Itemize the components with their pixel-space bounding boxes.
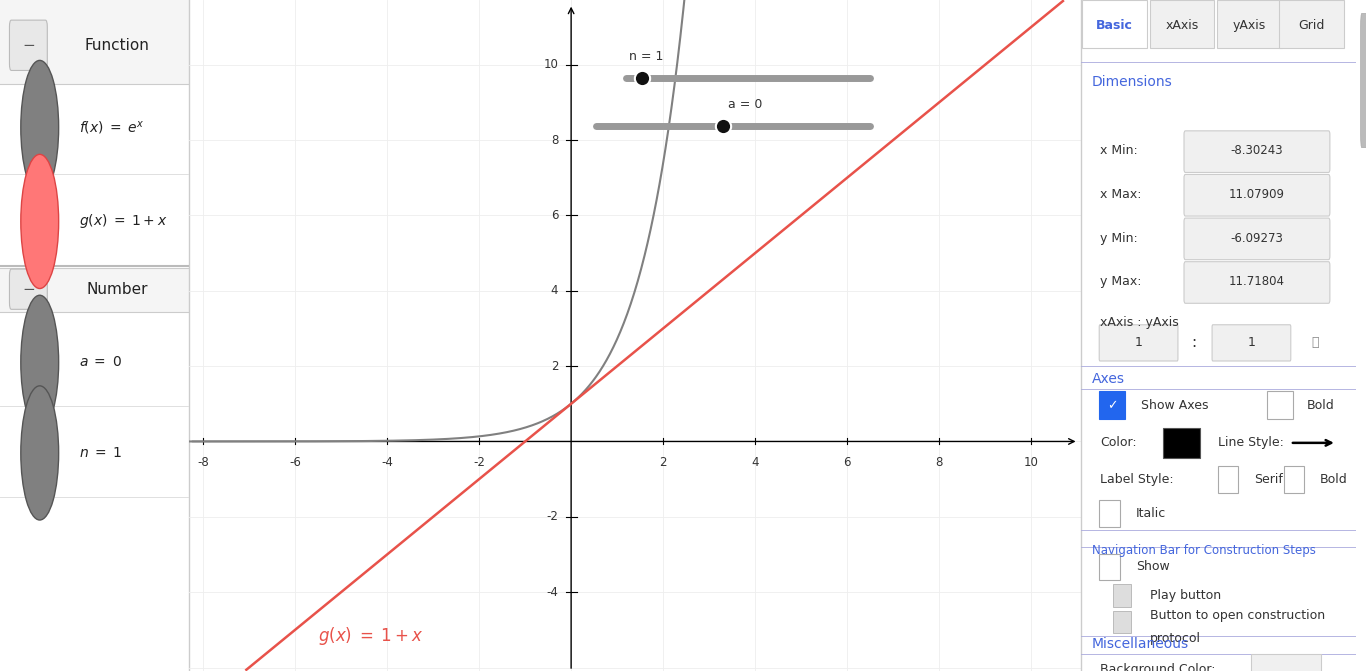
- Text: Miscellaneous: Miscellaneous: [1091, 637, 1188, 651]
- Text: Navigation Bar for Construction Steps: Navigation Bar for Construction Steps: [1091, 544, 1315, 556]
- Text: 1: 1: [1135, 336, 1142, 350]
- Text: -8: -8: [197, 456, 209, 469]
- Text: 1: 1: [1247, 336, 1255, 350]
- Text: -6.09273: -6.09273: [1231, 231, 1284, 245]
- Text: n = 1: n = 1: [628, 50, 663, 63]
- FancyBboxPatch shape: [1113, 611, 1131, 633]
- Text: -8.30243: -8.30243: [1231, 144, 1283, 158]
- Text: Grid: Grid: [1298, 19, 1325, 32]
- FancyBboxPatch shape: [1100, 325, 1177, 361]
- Text: Bold: Bold: [1321, 473, 1348, 486]
- Text: a = 0: a = 0: [728, 98, 762, 111]
- Text: 11.71804: 11.71804: [1229, 275, 1285, 289]
- Text: Function: Function: [85, 38, 150, 53]
- Text: Bold: Bold: [1306, 399, 1335, 413]
- FancyBboxPatch shape: [1279, 0, 1344, 48]
- Text: protocol: protocol: [1150, 632, 1201, 646]
- Circle shape: [20, 295, 59, 429]
- Text: xAxis: xAxis: [1165, 19, 1198, 32]
- FancyBboxPatch shape: [1212, 325, 1291, 361]
- Text: -2: -2: [473, 456, 485, 469]
- FancyBboxPatch shape: [1217, 0, 1281, 48]
- Text: ✓: ✓: [1108, 399, 1117, 413]
- Text: Number: Number: [86, 282, 148, 297]
- FancyBboxPatch shape: [10, 20, 48, 70]
- FancyBboxPatch shape: [1150, 0, 1214, 48]
- FancyBboxPatch shape: [1218, 466, 1238, 493]
- Text: y Max:: y Max:: [1100, 275, 1142, 289]
- Text: x Min:: x Min:: [1100, 144, 1138, 158]
- FancyBboxPatch shape: [1082, 0, 1147, 48]
- FancyBboxPatch shape: [1268, 391, 1294, 419]
- Text: 8: 8: [936, 456, 943, 469]
- Text: Button to open construction: Button to open construction: [1150, 609, 1325, 622]
- Text: 11.07909: 11.07909: [1229, 188, 1285, 201]
- Text: −: −: [22, 38, 34, 53]
- FancyBboxPatch shape: [1100, 554, 1120, 580]
- Text: -2: -2: [546, 511, 559, 523]
- Circle shape: [20, 60, 59, 195]
- FancyBboxPatch shape: [1113, 584, 1131, 607]
- Text: 8: 8: [550, 134, 559, 146]
- FancyBboxPatch shape: [1184, 218, 1330, 260]
- Text: yAxis: yAxis: [1232, 19, 1266, 32]
- Text: $n\;=\;1$: $n\;=\;1$: [79, 446, 123, 460]
- Text: 🔓: 🔓: [1311, 336, 1318, 350]
- Text: Show Axes: Show Axes: [1142, 399, 1209, 413]
- FancyBboxPatch shape: [1100, 391, 1126, 419]
- FancyBboxPatch shape: [1162, 428, 1199, 458]
- FancyBboxPatch shape: [1184, 174, 1330, 216]
- Circle shape: [20, 386, 59, 520]
- Text: −: −: [22, 282, 34, 297]
- FancyBboxPatch shape: [0, 0, 189, 84]
- Circle shape: [20, 154, 59, 289]
- Text: 6: 6: [550, 209, 559, 222]
- Text: Basic: Basic: [1096, 19, 1132, 32]
- Text: 4: 4: [751, 456, 759, 469]
- Text: Line Style:: Line Style:: [1218, 436, 1284, 450]
- FancyBboxPatch shape: [0, 268, 189, 312]
- Text: $a\;=\;0$: $a\;=\;0$: [79, 356, 123, 369]
- Text: Play button: Play button: [1150, 588, 1221, 602]
- Text: $f(x)\;=\;e^x$: $f(x)\;=\;e^x$: [79, 119, 145, 136]
- Text: y Min:: y Min:: [1100, 231, 1138, 245]
- Text: 10: 10: [1023, 456, 1038, 469]
- Text: Background Color:: Background Color:: [1100, 663, 1216, 671]
- Text: 6: 6: [843, 456, 851, 469]
- FancyBboxPatch shape: [1361, 13, 1366, 148]
- Text: -4: -4: [546, 586, 559, 599]
- Text: Color:: Color:: [1100, 436, 1137, 450]
- Text: 2: 2: [550, 360, 559, 372]
- FancyBboxPatch shape: [1184, 131, 1330, 172]
- Text: -4: -4: [381, 456, 393, 469]
- FancyBboxPatch shape: [1251, 654, 1321, 671]
- Text: Label Style:: Label Style:: [1100, 473, 1173, 486]
- FancyBboxPatch shape: [1284, 466, 1305, 493]
- Text: $g(x)\;=\;1+x$: $g(x)\;=\;1+x$: [79, 213, 168, 230]
- Text: Serif: Serif: [1254, 473, 1283, 486]
- Text: xAxis : yAxis: xAxis : yAxis: [1100, 315, 1179, 329]
- Text: Dimensions: Dimensions: [1091, 75, 1172, 89]
- Text: 4: 4: [550, 285, 559, 297]
- Text: Show: Show: [1137, 560, 1169, 574]
- FancyBboxPatch shape: [10, 269, 48, 309]
- Text: x Max:: x Max:: [1100, 188, 1142, 201]
- Text: $g(x)\;=\;1+x$: $g(x)\;=\;1+x$: [318, 625, 423, 647]
- Text: Axes: Axes: [1091, 372, 1124, 386]
- FancyBboxPatch shape: [1100, 500, 1120, 527]
- Text: 10: 10: [544, 58, 559, 71]
- Text: -6: -6: [290, 456, 301, 469]
- Text: :: :: [1191, 336, 1197, 350]
- Text: 2: 2: [660, 456, 667, 469]
- FancyBboxPatch shape: [1184, 262, 1330, 303]
- Text: Italic: Italic: [1137, 507, 1167, 520]
